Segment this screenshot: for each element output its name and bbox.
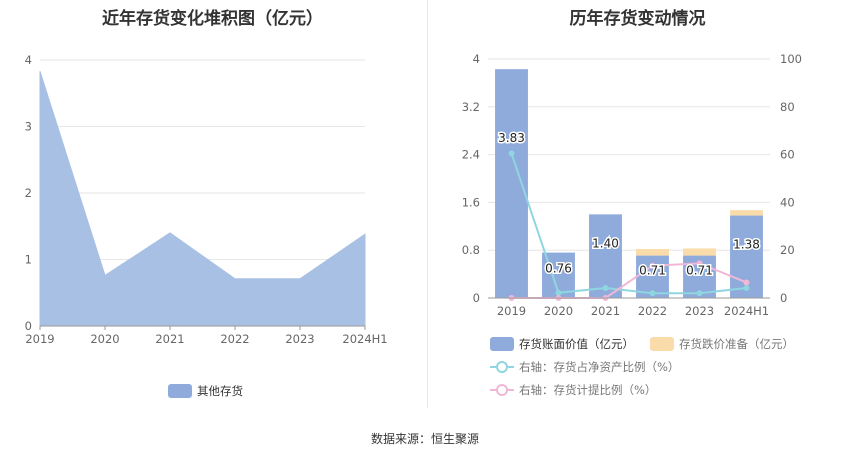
left-y-tick-label: 4 — [25, 53, 32, 67]
inventory-to-net-assets-ratio-point — [696, 290, 703, 297]
area-series-other-inventory — [39, 71, 366, 327]
legend-swatch-ratio-marker — [496, 361, 508, 373]
left-y-tick-label: 2 — [25, 186, 32, 200]
left-x-tick-label: 2024H1 — [342, 332, 387, 346]
right-right-y-tick-label: 0 — [780, 291, 787, 305]
right-chart-title: 历年存货变动情况 — [569, 9, 706, 29]
right-left-y-tick-label: 0.8 — [462, 243, 480, 257]
right-x-tick-label: 2024H1 — [724, 304, 769, 318]
inventory-to-net-assets-ratio-point — [649, 290, 656, 297]
legend-label-ratio: 右轴：存货占净资产比例（%） — [519, 360, 679, 374]
left-y-tick-label: 0 — [25, 319, 32, 333]
left-y-tick-label: 1 — [25, 253, 32, 267]
right-right-y-tick-label: 60 — [780, 148, 795, 162]
bar-value-label: 3.83 — [498, 131, 525, 145]
inventory-to-net-assets-ratio-point — [602, 284, 609, 291]
left-x-tick-label: 2020 — [90, 332, 119, 346]
right-right-y-tick-label: 80 — [780, 100, 795, 114]
bar-value-label: 1.40 — [592, 237, 619, 251]
legend-swatch-book-value — [490, 337, 514, 351]
right-x-tick-label: 2020 — [544, 304, 573, 318]
bar-inventory-book-value — [589, 214, 622, 298]
left-x-tick-label: 2023 — [285, 332, 314, 346]
right-left-y-tick-label: 4 — [473, 52, 480, 66]
right-left-y-tick-label: 3.2 — [462, 100, 480, 114]
bar-value-label: 0.71 — [639, 263, 666, 277]
legend-swatch-other-inventory — [168, 384, 192, 398]
legend-label-impairment: 存货跌价准备（亿元） — [679, 337, 794, 351]
bar-inventory-impairment — [730, 210, 763, 216]
bar-value-label: 0.71 — [686, 263, 713, 277]
bar-value-label: 0.76 — [545, 261, 572, 275]
legend-label-other-inventory: 其他存货 — [197, 384, 243, 398]
legend-swatch-impairment — [650, 337, 674, 351]
inventory-to-net-assets-ratio-line — [510, 153, 747, 295]
legend-label-provision: 右轴：存货计提比例（%） — [519, 383, 656, 397]
legend-swatch-provision-marker — [496, 384, 508, 396]
left-x-tick-label: 2019 — [25, 332, 54, 346]
bar-inventory-book-value — [495, 69, 528, 298]
right-left-y-tick-label: 2.4 — [462, 148, 480, 162]
right-x-tick-label: 2022 — [638, 304, 667, 318]
left-x-tick-label: 2021 — [155, 332, 184, 346]
inventory-to-net-assets-ratio-point — [555, 289, 562, 296]
inventory-to-net-assets-ratio-point — [743, 284, 750, 291]
right-x-tick-label: 2019 — [497, 304, 526, 318]
right-right-y-tick-label: 20 — [780, 243, 795, 257]
inventory-provision-ratio-point — [649, 262, 656, 269]
inventory-provision-ratio-point — [696, 260, 703, 267]
right-left-y-tick-label: 0 — [473, 291, 480, 305]
left-x-tick-label: 2022 — [220, 332, 249, 346]
right-left-y-tick-label: 1.6 — [462, 195, 480, 209]
right-x-tick-label: 2023 — [685, 304, 714, 318]
right-right-y-tick-label: 100 — [780, 52, 802, 66]
inventory-provision-ratio-point — [743, 279, 750, 286]
inventory-to-net-assets-ratio-point — [508, 150, 515, 157]
bar-value-label: 1.38 — [733, 237, 760, 251]
bar-inventory-impairment — [636, 249, 669, 256]
panel-divider — [427, 0, 428, 408]
right-right-y-tick-label: 40 — [780, 195, 795, 209]
right-x-tick-label: 2021 — [591, 304, 620, 318]
left-chart-title: 近年存货变化堆积图（亿元） — [102, 9, 323, 29]
bar-inventory-impairment — [683, 248, 716, 256]
data-source: 数据来源：恒生聚源 — [370, 432, 479, 446]
left-y-tick-label: 3 — [25, 120, 32, 134]
legend-label-book-value: 存货账面价值（亿元） — [519, 337, 634, 351]
